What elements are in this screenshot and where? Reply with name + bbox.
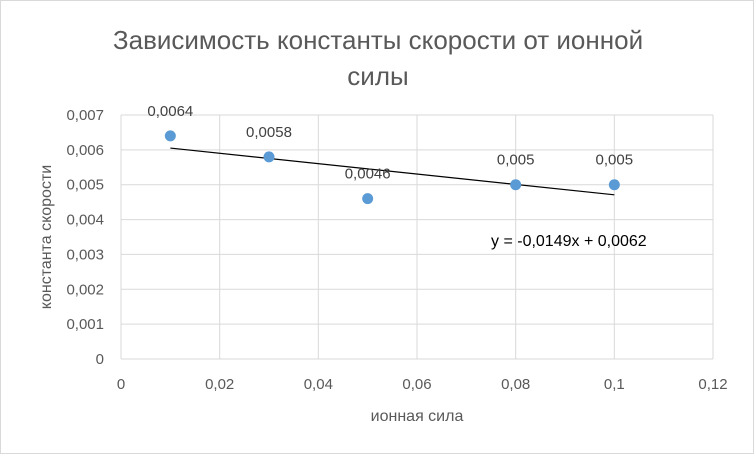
x-tick-label: 0,08 [501,376,530,393]
y-tick-label: 0,004 [66,212,104,229]
chart-title-line-2: силы [347,61,408,91]
chart-title: Зависимость константы скорости от ионной… [113,25,643,91]
y-tick-label: 0 [96,351,104,368]
x-tick-label: 0,04 [304,376,333,393]
data-label: 0,0058 [246,124,292,141]
data-point [362,193,374,205]
x-tick-label: 0,02 [205,376,234,393]
x-tick-label: 0,12 [698,376,727,393]
gridlines [120,114,714,360]
x-tick-label: 0 [117,376,125,393]
y-axis-ticks: 0 0,001 0,002 0,003 0,004 0,005 0,006 0,007 [66,107,104,368]
data-labels: 0,0064 0,0058 0,0046 0,005 0,005 [147,103,633,183]
y-tick-label: 0,003 [66,246,104,263]
data-label: 0,0046 [345,166,391,183]
data-label: 0,005 [497,152,535,169]
data-label: 0,005 [596,152,634,169]
trendline [170,147,615,196]
y-tick-label: 0,005 [66,177,104,194]
x-tick-label: 0,06 [402,376,431,393]
data-point [608,179,620,191]
data-point [164,130,176,142]
data-point [263,151,275,163]
x-axis-title: ионная сила [371,408,464,425]
y-tick-label: 0,002 [66,281,104,298]
trendline-group [170,147,615,196]
y-tick-label: 0,007 [66,107,104,124]
chart-title-line-1: Зависимость константы скорости от ионной [113,25,643,55]
trendline-equation: y = -0,0149x + 0,0062 [491,233,647,250]
y-tick-label: 0,001 [66,316,104,333]
y-axis-title: константа скорости [38,165,55,309]
x-tick-label: 0,1 [604,376,625,393]
data-point [510,179,522,191]
data-points [164,130,620,205]
data-label: 0,0064 [147,103,193,120]
y-tick-label: 0,006 [66,142,104,159]
x-axis-ticks: 0 0,02 0,04 0,06 0,08 0,1 0,12 [117,376,728,393]
